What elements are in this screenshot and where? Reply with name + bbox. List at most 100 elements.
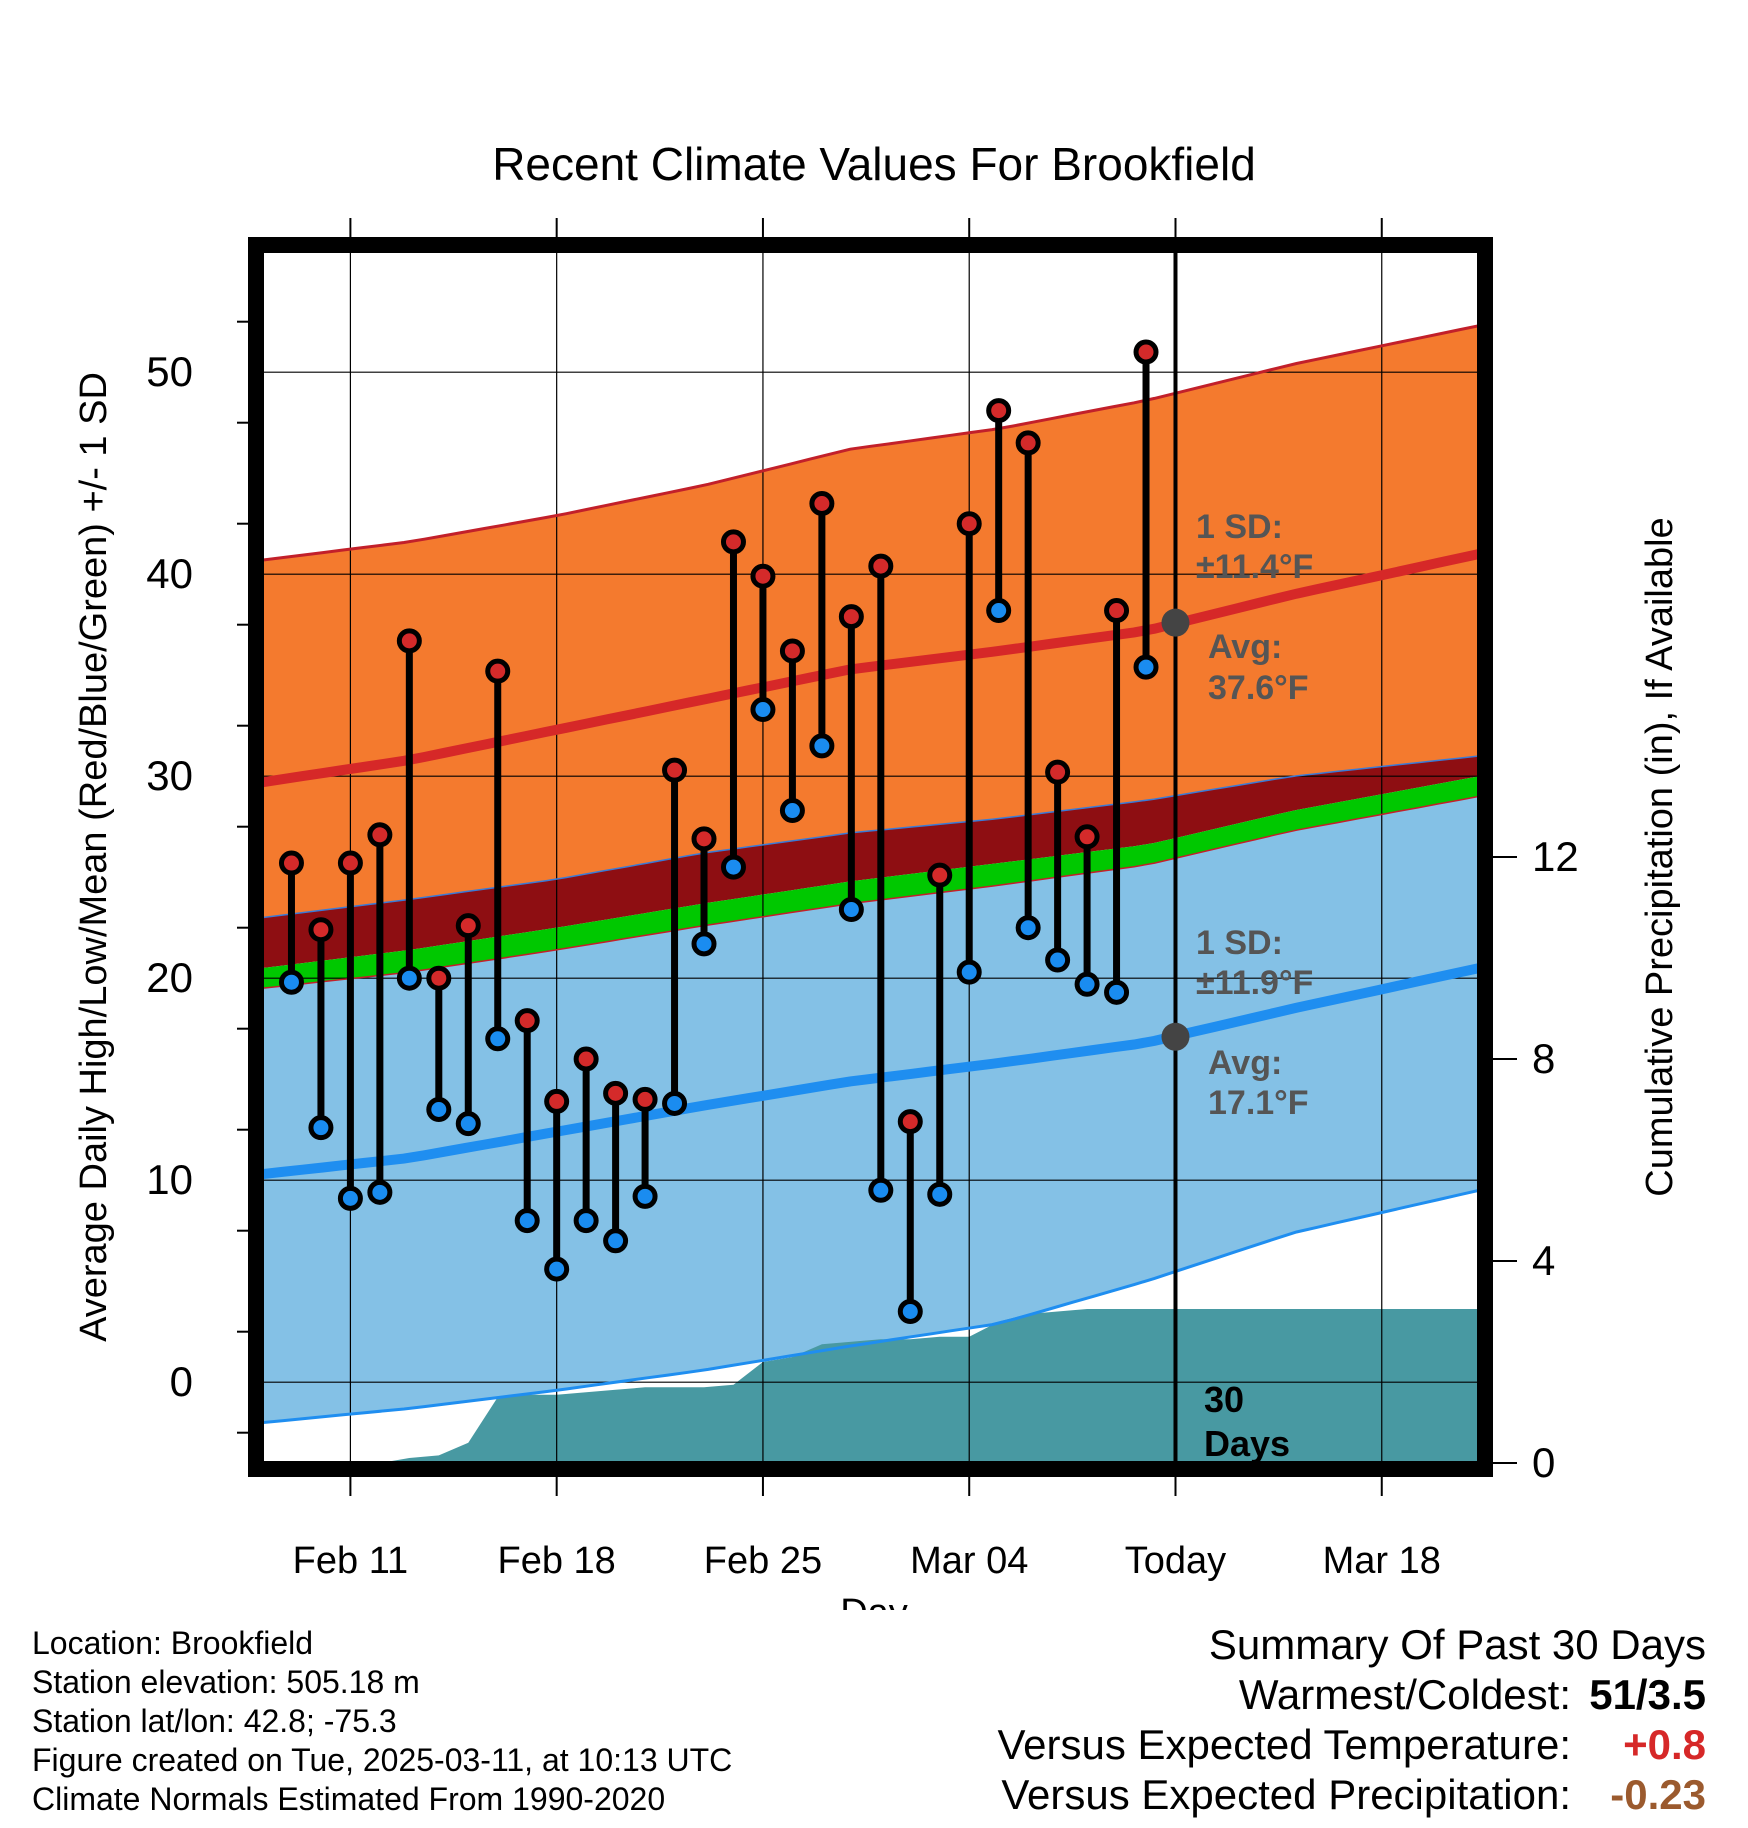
- y-tick-label-right: 8: [1532, 1035, 1555, 1082]
- high-point: [1133, 339, 1159, 365]
- low-point: [603, 1228, 629, 1254]
- high-point: [1045, 759, 1071, 785]
- high-point: [1015, 430, 1041, 456]
- normals-text: Climate Normals Estimated From 1990-2020: [32, 1781, 666, 1817]
- x-tick-label: Mar 04: [910, 1540, 1028, 1582]
- high-mean-line: [262, 549, 1479, 788]
- mean-band-lower: [262, 776, 1479, 989]
- low-point: [1074, 971, 1100, 997]
- climate-chart: Recent Climate Values For Brookfield Feb…: [73, 138, 1681, 1610]
- low-lower-line: [262, 1188, 1479, 1425]
- low-point: [485, 1026, 511, 1052]
- low-point: [455, 1111, 481, 1137]
- low-point: [691, 931, 717, 957]
- low-point: [367, 1179, 393, 1205]
- low-sd-value: ±11.9°F: [1196, 964, 1313, 1002]
- high-point: [278, 850, 304, 876]
- x-tick-label: Feb 25: [704, 1540, 822, 1582]
- low-point: [544, 1256, 570, 1282]
- low-point: [662, 1090, 688, 1116]
- normal-lines: [262, 251, 1479, 1463]
- low-point: [986, 598, 1012, 624]
- high-upper-line: [262, 324, 1479, 562]
- high-sd-label: 1 SD:: [1196, 508, 1283, 546]
- high-point: [603, 1080, 629, 1106]
- low-avg-value: 17.1°F: [1208, 1084, 1309, 1122]
- temp-label: Versus Expected Temperature:: [997, 1721, 1571, 1768]
- y-tick-label-left: 50: [146, 348, 193, 395]
- high-point: [396, 628, 422, 654]
- low-point: [927, 1181, 953, 1207]
- low-point: [1104, 979, 1130, 1005]
- y-tick-label-left: 40: [146, 550, 193, 597]
- x-axis-label: Day: [840, 1592, 908, 1610]
- latlon-text: Station lat/lon: 42.8; -75.3: [32, 1703, 397, 1739]
- high-point: [809, 491, 835, 516]
- low-point: [308, 1115, 334, 1141]
- days-word: Days: [1204, 1423, 1290, 1464]
- low-point: [573, 1208, 599, 1234]
- low-point: [514, 1208, 540, 1234]
- low-point: [720, 854, 746, 880]
- low-point: [632, 1183, 658, 1209]
- precip-label: Versus Expected Precipitation:: [1001, 1771, 1571, 1818]
- mean-upper-line: [262, 755, 1479, 919]
- station-info: Location: Brookfield Station elevation: …: [32, 1624, 732, 1819]
- y-tick-label-right: 0: [1532, 1439, 1555, 1486]
- low-point: [897, 1299, 923, 1324]
- low-avg-label: Avg:: [1208, 1044, 1282, 1082]
- high-point: [367, 822, 393, 848]
- summary-panel: Summary Of Past 30 Days Warmest/Coldest:…: [997, 1620, 1706, 1820]
- y-axis-left-label: Average Daily High/Low/Mean (Red/Blue/Gr…: [73, 372, 115, 1342]
- created-text: Figure created on Tue, 2025-03-11, at 10…: [32, 1742, 733, 1778]
- high-point: [691, 826, 717, 852]
- warmest-value: 51/3.5: [1589, 1671, 1706, 1718]
- high-point: [308, 917, 334, 943]
- chart-title: Recent Climate Values For Brookfield: [492, 138, 1256, 190]
- low-sd-label: 1 SD:: [1196, 924, 1283, 962]
- axes: Feb 11 Feb 18 Feb 25 Mar 04 Today Mar 18 0 10 20…: [146, 218, 1579, 1582]
- high-point: [956, 511, 982, 537]
- low-point: [337, 1185, 363, 1211]
- y-tick-label-left: 0: [170, 1358, 193, 1405]
- y-tick-label-right: 12: [1532, 833, 1579, 880]
- high-sd-value: ±11.4°F: [1196, 548, 1313, 586]
- low-point: [868, 1177, 894, 1203]
- low-point: [750, 697, 776, 723]
- low-point: [779, 798, 805, 824]
- high-point: [455, 913, 481, 939]
- x-tick-label: Feb 18: [498, 1540, 616, 1582]
- y-tick-label-left: 20: [146, 954, 193, 1001]
- low-point: [956, 959, 982, 985]
- high-point: [573, 1046, 599, 1072]
- high-point: [868, 553, 894, 579]
- low-point: [426, 1097, 452, 1122]
- temp-row: Versus Expected Temperature: +0.8: [997, 1720, 1706, 1770]
- warmest-label: Warmest/Coldest:: [1238, 1671, 1571, 1718]
- high-point: [750, 563, 776, 589]
- low-point: [396, 965, 422, 991]
- high-point: [662, 757, 688, 783]
- summary-title: Summary Of Past 30 Days: [1208, 1621, 1706, 1668]
- high-point: [838, 604, 864, 630]
- y-axis-right-label: Cumulative Precipitation (in), If Availa…: [1639, 517, 1681, 1196]
- x-tick-label: Feb 11: [293, 1540, 408, 1582]
- y-tick-label-left: 30: [146, 752, 193, 799]
- elevation-text: Station elevation: 505.18 m: [32, 1664, 420, 1700]
- low-avg-marker: [1161, 1022, 1190, 1051]
- high-avg-marker: [1161, 608, 1190, 637]
- low-point: [278, 969, 304, 995]
- high-point: [485, 658, 511, 684]
- location-text: Location: Brookfield: [32, 1625, 314, 1661]
- high-point: [897, 1109, 923, 1135]
- plot-frame: [248, 237, 1493, 1477]
- y-tick-label-right: 4: [1532, 1237, 1555, 1284]
- high-point: [514, 1008, 540, 1034]
- low-point: [838, 897, 864, 923]
- low-point: [1133, 654, 1159, 680]
- days-count: 30: [1204, 1379, 1244, 1420]
- high-point: [1104, 598, 1130, 624]
- high-point: [337, 850, 363, 876]
- low-point: [1045, 947, 1071, 973]
